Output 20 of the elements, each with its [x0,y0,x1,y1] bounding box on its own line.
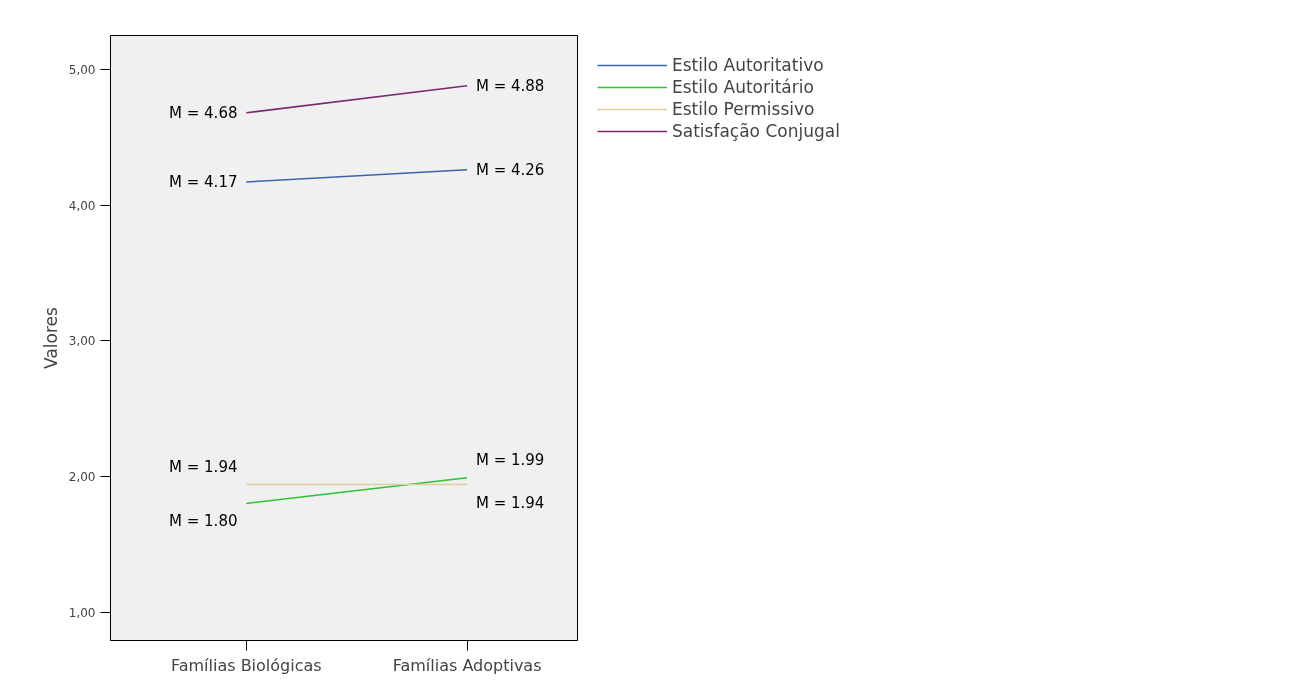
legend-label: Estilo Autoritário [672,77,814,97]
data-label: M = 1.99 [475,450,545,469]
x-tick-label: Famílias Adoptivas [392,655,542,675]
y-tick-label: 4,00 [68,198,96,213]
data-label: M = 1.94 [475,493,545,512]
legend-label: Estilo Autoritativo [672,55,824,75]
data-label: M = 4.68 [169,103,238,122]
y-tick-label: 3,00 [68,334,96,349]
y-tick-label: 1,00 [68,605,96,620]
legend-label: Estilo Permissivo [672,99,815,119]
data-label: M = 1.94 [169,457,238,476]
y-axis-title: Valores [40,306,61,369]
data-label: M = 4.26 [475,160,545,179]
x-tick-label: Famílias Biológicas [170,655,322,675]
y-tick-label: 5,00 [68,62,96,77]
legend-label: Satisfação Conjugal [672,121,840,141]
data-label: M = 4.17 [169,173,238,191]
y-tick-label: 2,00 [68,469,96,484]
data-label: M = 4.88 [475,76,545,95]
data-label: M = 1.80 [169,512,238,531]
